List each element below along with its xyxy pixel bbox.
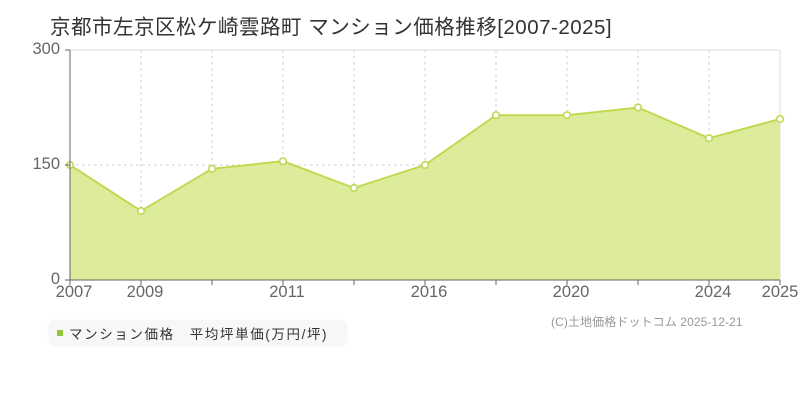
- svg-text:2009: 2009: [127, 283, 164, 301]
- svg-text:2020: 2020: [553, 283, 590, 301]
- svg-text:150: 150: [32, 155, 60, 173]
- svg-text:2025: 2025: [762, 283, 799, 301]
- svg-text:2016: 2016: [411, 283, 448, 301]
- svg-text:2011: 2011: [269, 283, 304, 301]
- svg-text:2007: 2007: [56, 283, 93, 301]
- svg-text:2024: 2024: [695, 283, 732, 301]
- svg-text:300: 300: [32, 40, 60, 58]
